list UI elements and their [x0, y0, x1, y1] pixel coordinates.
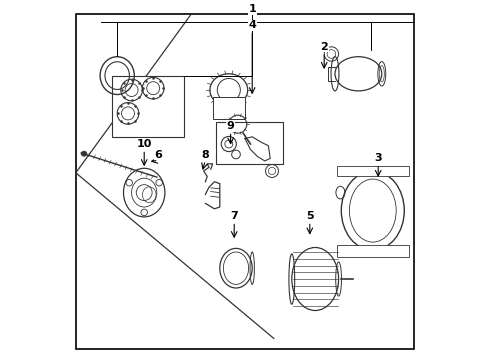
Text: 4: 4 — [248, 20, 256, 30]
Text: 2: 2 — [320, 42, 328, 52]
Bar — [213, 97, 245, 119]
Bar — [337, 245, 409, 257]
Text: 7: 7 — [230, 211, 238, 221]
Text: 5: 5 — [306, 211, 314, 221]
Text: 9: 9 — [227, 121, 235, 131]
Bar — [216, 122, 283, 164]
Bar — [337, 166, 409, 176]
Bar — [112, 76, 184, 137]
Text: 3: 3 — [374, 153, 382, 163]
Text: 10: 10 — [137, 139, 152, 149]
Text: 8: 8 — [201, 150, 209, 160]
Text: 1: 1 — [248, 4, 256, 14]
Text: 6: 6 — [155, 150, 163, 160]
Ellipse shape — [81, 151, 87, 156]
